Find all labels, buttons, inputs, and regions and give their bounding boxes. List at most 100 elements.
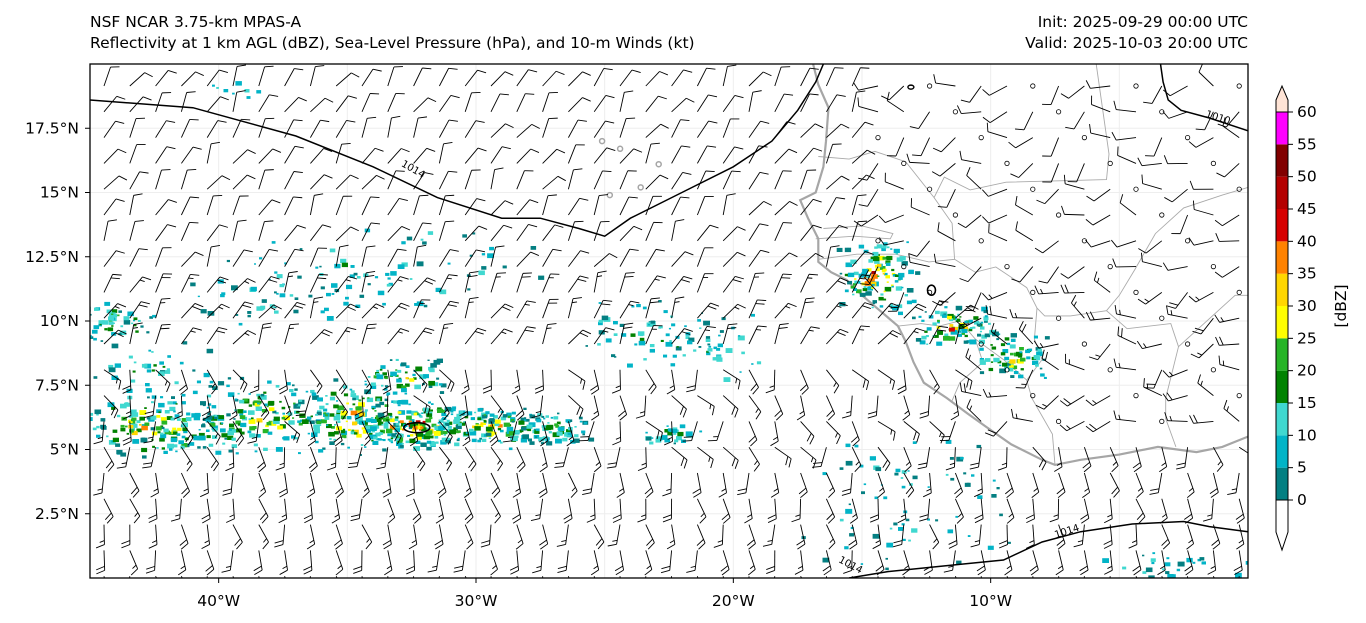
wind-barb <box>877 446 891 472</box>
wind-barb <box>932 292 956 306</box>
wind-barb <box>645 576 647 578</box>
wind-barb <box>490 123 514 138</box>
wind-barb <box>1085 214 1111 226</box>
barb-staff <box>1083 447 1092 467</box>
barb-feather <box>607 462 617 465</box>
wind-barb <box>696 273 714 293</box>
reflectivity-cell <box>366 397 374 403</box>
barb-feather <box>419 194 429 197</box>
reflectivity-cell <box>963 340 969 344</box>
plot-title: NSF NCAR 3.75-km MPAS-A Reflectivity at … <box>90 12 695 54</box>
reflectivity-cell <box>294 297 299 300</box>
barb-staff <box>645 222 654 241</box>
reflectivity-cell <box>545 415 549 418</box>
barb-feather <box>1006 491 1014 499</box>
barb-staff <box>284 171 295 190</box>
reflectivity-cell <box>1148 575 1155 578</box>
reflectivity-cell <box>328 431 335 437</box>
barb-feather <box>296 434 301 444</box>
reflectivity-cell <box>881 247 886 252</box>
reflectivity-cell <box>145 388 152 393</box>
reflectivity-cell <box>716 348 721 351</box>
wind-barb <box>434 524 444 550</box>
reflectivity-cell <box>489 413 495 417</box>
calm-wind-marker <box>1210 367 1217 373</box>
barb-staff <box>697 326 708 345</box>
reflectivity-cell <box>630 333 636 337</box>
reflectivity-cell <box>106 435 109 438</box>
barb-staff <box>490 446 503 464</box>
barb-feather <box>846 565 852 569</box>
barb-staff <box>309 447 318 467</box>
reflectivity-cell <box>222 442 226 445</box>
barb-staff <box>851 221 859 241</box>
barb-feather <box>582 329 592 335</box>
barb-feather <box>529 199 539 204</box>
reflectivity-cell <box>1150 558 1156 562</box>
barb-feather <box>606 466 616 469</box>
barb-feather <box>505 123 514 129</box>
barb-feather <box>1064 284 1069 294</box>
barb-feather <box>211 383 216 388</box>
barb-staff <box>1161 524 1171 544</box>
barb-feather <box>134 220 144 222</box>
reflectivity-cell <box>999 364 1002 367</box>
barb-feather <box>334 440 343 447</box>
barb-feather <box>247 440 257 444</box>
wind-barb <box>1141 174 1162 190</box>
wind-barb <box>1109 447 1119 473</box>
barb-staff <box>748 550 756 570</box>
barb-staff <box>593 221 601 241</box>
wind-barb <box>413 116 428 138</box>
barb-feather <box>445 220 455 223</box>
barb-staff <box>232 369 248 385</box>
wind-barb <box>206 96 229 113</box>
wind-barb <box>568 395 584 418</box>
barb-staff <box>464 272 470 293</box>
barb-feather <box>113 409 119 419</box>
wind-barb <box>143 421 157 444</box>
reflectivity-cell <box>883 298 887 301</box>
wind-barb <box>774 170 792 190</box>
barb-feather <box>556 148 566 154</box>
barb-feather <box>840 123 850 129</box>
reflectivity-cell <box>402 428 405 431</box>
wind-barb <box>490 550 498 576</box>
wind-barb <box>567 168 583 190</box>
reflectivity-cell <box>193 435 200 441</box>
wind-barb <box>954 472 964 499</box>
barb-staff <box>851 302 866 319</box>
barb-feather <box>665 592 670 593</box>
reflectivity-cell <box>249 426 256 431</box>
reflectivity-cell <box>227 435 234 440</box>
valid-time: Valid: 2025-10-03 20:00 UTC <box>1025 34 1248 52</box>
isobar <box>1159 64 1248 132</box>
barb-feather <box>612 514 622 519</box>
reflectivity-cell <box>255 434 261 438</box>
wind-barb <box>645 221 663 241</box>
barb-feather <box>900 514 906 518</box>
wind-barb <box>875 550 885 576</box>
barb-staff <box>748 325 759 345</box>
reflectivity-cell <box>228 428 232 431</box>
reflectivity-cell <box>405 365 410 368</box>
barb-staff <box>335 120 347 138</box>
barb-feather <box>366 538 371 543</box>
time-info: Init: 2025-09-29 00:00 UTC Valid: 2025-1… <box>1025 12 1248 54</box>
calm-wind-marker <box>952 212 959 218</box>
barb-feather <box>731 457 736 467</box>
barb-feather <box>931 171 941 177</box>
barb-feather <box>1009 309 1014 318</box>
reflectivity-cell <box>877 255 885 261</box>
barb-feather <box>289 323 299 326</box>
reflectivity-cell <box>315 413 318 416</box>
wind-barb <box>1059 421 1085 432</box>
reflectivity-cell <box>317 397 323 402</box>
wind-barb <box>637 498 647 523</box>
barb-staff <box>516 472 521 493</box>
calm-wind-marker <box>1133 392 1139 399</box>
wind-barb <box>179 369 188 395</box>
reflectivity-cell <box>206 406 210 409</box>
barb-staff <box>1161 498 1168 519</box>
